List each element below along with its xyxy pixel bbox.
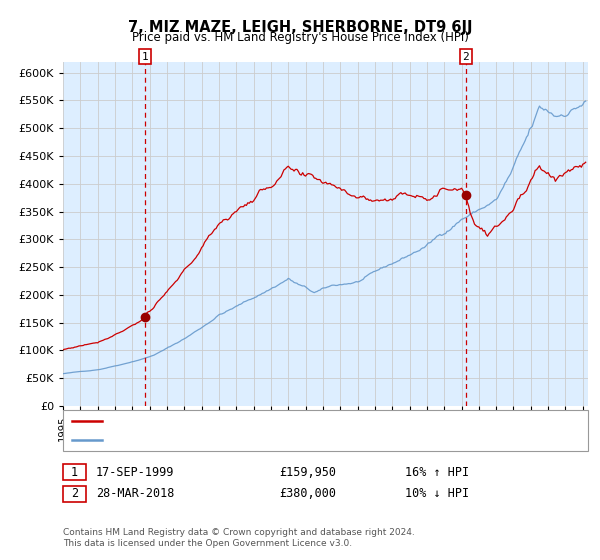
Text: 7, MIZ MAZE, LEIGH, SHERBORNE, DT9 6JJ: 7, MIZ MAZE, LEIGH, SHERBORNE, DT9 6JJ — [128, 20, 472, 35]
Text: £380,000: £380,000 — [279, 487, 336, 501]
Text: 2: 2 — [462, 52, 469, 62]
Text: 28-MAR-2018: 28-MAR-2018 — [96, 487, 175, 501]
Text: 1: 1 — [142, 52, 148, 62]
Text: Contains HM Land Registry data © Crown copyright and database right 2024.
This d: Contains HM Land Registry data © Crown c… — [63, 528, 415, 548]
Text: 17-SEP-1999: 17-SEP-1999 — [96, 465, 175, 479]
Text: 10% ↓ HPI: 10% ↓ HPI — [405, 487, 469, 501]
Text: 2: 2 — [71, 487, 78, 501]
Text: 7, MIZ MAZE, LEIGH, SHERBORNE, DT9 6JJ (detached house): 7, MIZ MAZE, LEIGH, SHERBORNE, DT9 6JJ (… — [108, 417, 466, 426]
Text: 1: 1 — [71, 465, 78, 479]
Text: Price paid vs. HM Land Registry's House Price Index (HPI): Price paid vs. HM Land Registry's House … — [131, 31, 469, 44]
Text: 16% ↑ HPI: 16% ↑ HPI — [405, 465, 469, 479]
Text: £159,950: £159,950 — [279, 465, 336, 479]
Text: HPI: Average price, detached house, Dorset: HPI: Average price, detached house, Dors… — [108, 435, 381, 445]
